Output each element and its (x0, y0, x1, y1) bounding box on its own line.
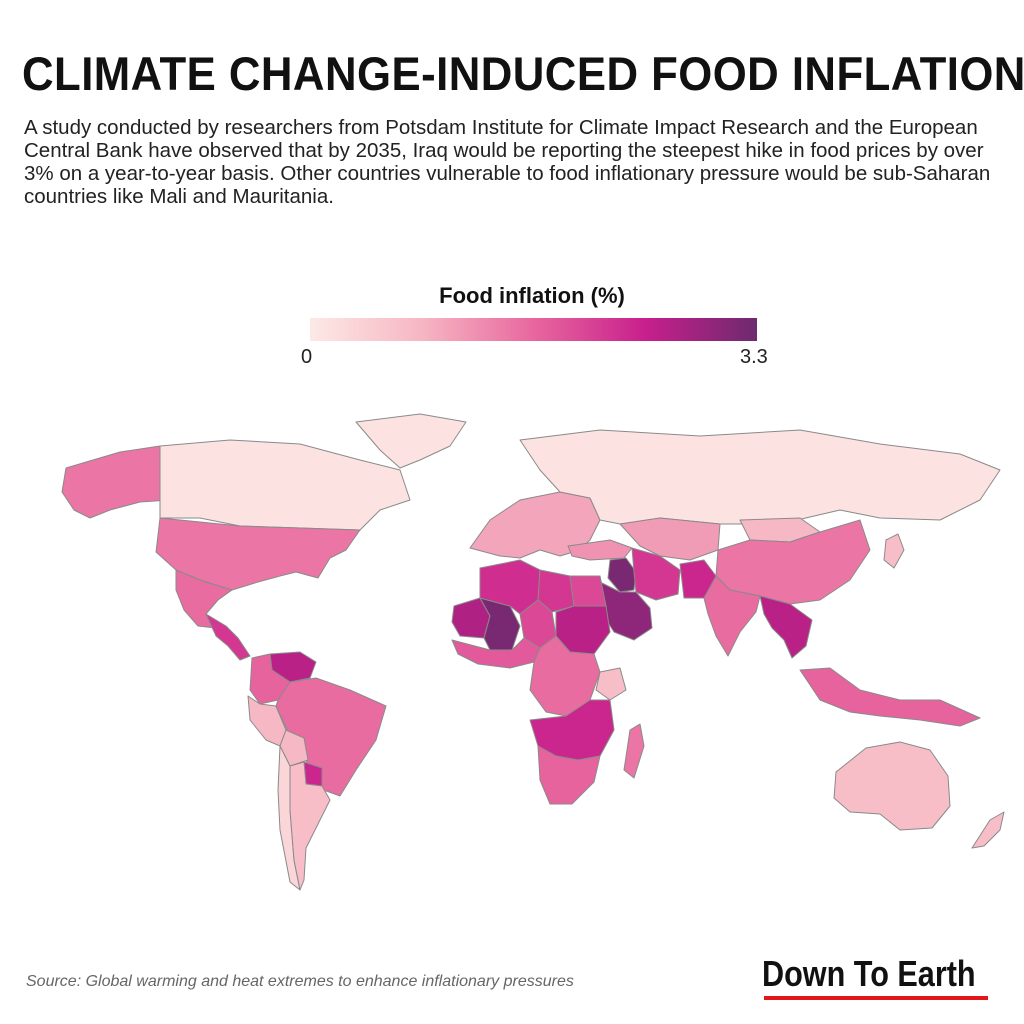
region-japan (883, 533, 905, 569)
region-iran (631, 547, 681, 601)
region-russia (519, 429, 1001, 525)
region-iraq (607, 557, 637, 593)
region-new-zealand (971, 811, 1005, 849)
region-libya (537, 569, 575, 613)
source-note: Source: Global warming and heat extremes… (26, 973, 574, 990)
brand-logo: Down To Earth (762, 953, 976, 994)
brand-underline (764, 996, 988, 1000)
region-central-america (205, 613, 251, 661)
legend-max-label: 3.3 (740, 346, 768, 368)
region-australia (833, 741, 951, 831)
region-greenland (355, 413, 467, 469)
region-mainland-southeast-asia (759, 595, 813, 659)
region-central-asia (619, 517, 721, 561)
region-argentina (289, 761, 331, 891)
description: A study conducted by researchers from Po… (24, 116, 991, 208)
region-egypt (569, 575, 607, 607)
legend-color-scale (310, 318, 757, 341)
world-map (61, 413, 1005, 891)
region-india (703, 575, 761, 657)
region-south-africa (537, 745, 601, 805)
region-europe (469, 491, 601, 559)
region-kenya (595, 667, 627, 701)
region-maritime-southeast-asia (799, 667, 981, 727)
legend-title: Food inflation (%) (439, 283, 625, 308)
region-madagascar (623, 723, 645, 779)
region-canada (159, 439, 411, 531)
page-title: CLIMATE CHANGE-INDUCED FOOD INFLATION (22, 47, 1024, 100)
region-brazil (275, 677, 387, 797)
legend-min-label: 0 (301, 346, 313, 368)
region-alaska (61, 445, 171, 519)
